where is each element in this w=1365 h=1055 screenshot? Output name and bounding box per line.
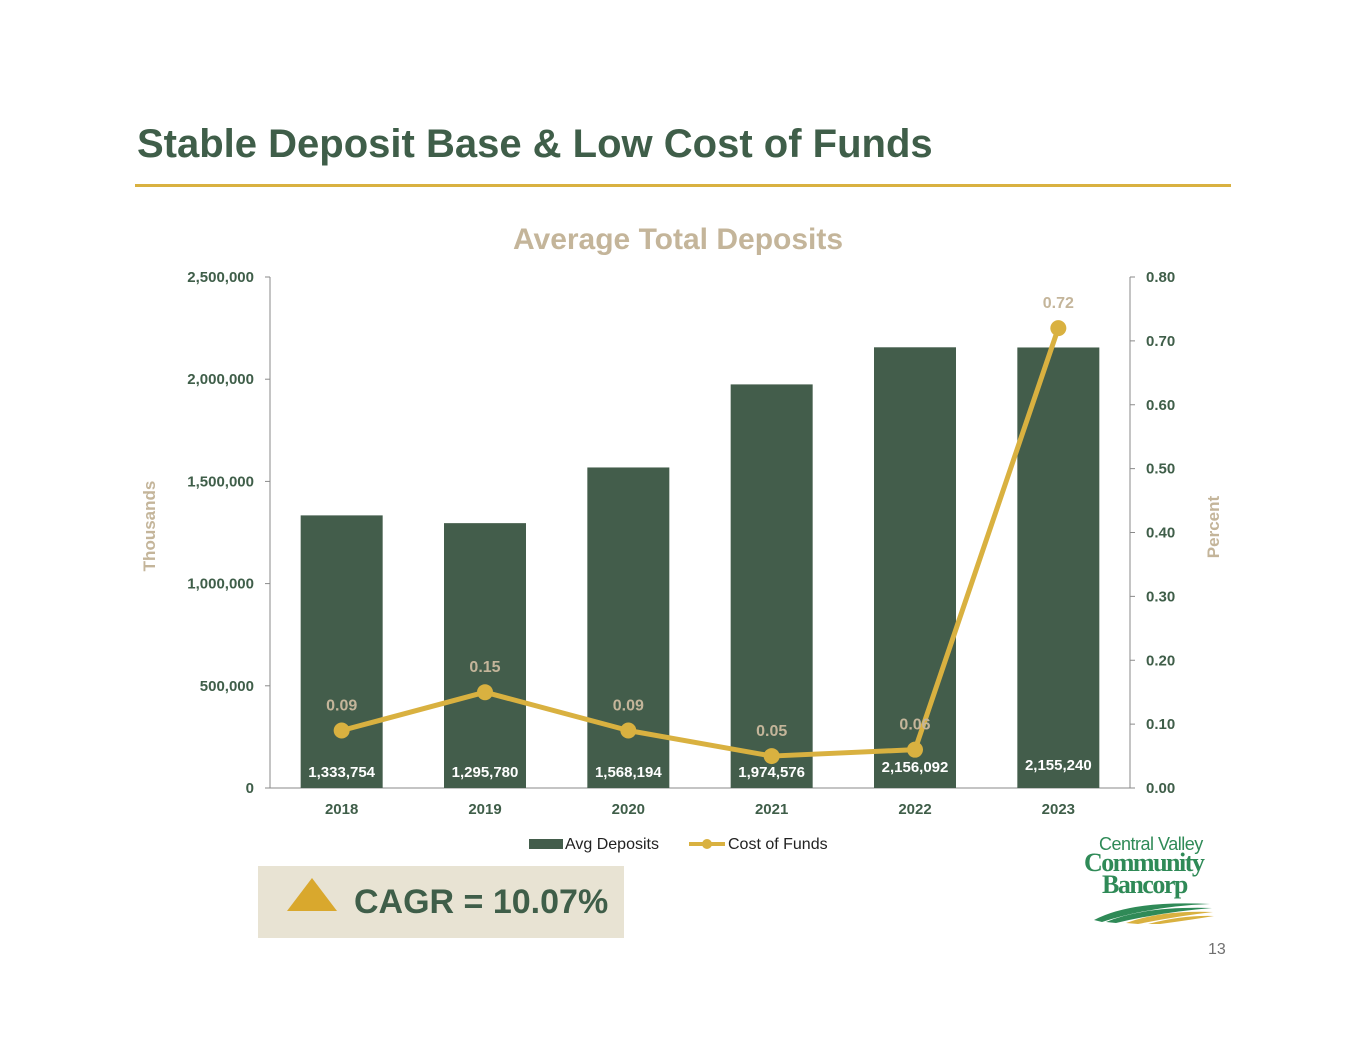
chart-title: Average Total Deposits — [513, 223, 843, 256]
left-tick-label: 1,000,000 — [187, 576, 254, 593]
cost-of-funds-point-2022 — [907, 741, 923, 758]
bar-2019 — [444, 523, 526, 788]
bar-value-label: 1,974,576 — [738, 764, 805, 781]
bar-value-label: 1,295,780 — [452, 764, 519, 781]
x-tick-label: 2022 — [898, 801, 931, 818]
line-value-label: 0.09 — [613, 698, 644, 715]
bar-2020 — [587, 467, 670, 788]
field-swoosh-icon — [1094, 903, 1214, 924]
left-tick-label: 500,000 — [200, 678, 254, 695]
bar-value-label: 2,155,240 — [1025, 757, 1092, 774]
bar-value-label: 1,568,194 — [595, 764, 662, 781]
slide-title: Stable Deposit Base & Low Cost of Funds — [137, 122, 933, 166]
logo-line-1: Central Valley — [1099, 834, 1203, 854]
logo-line-2: Community — [1084, 848, 1205, 877]
right-tick-label: 0.80 — [1146, 269, 1175, 286]
x-tick-label: 2021 — [755, 801, 788, 818]
right-tick-label: 0.60 — [1146, 397, 1175, 414]
right-tick-label: 0.50 — [1146, 461, 1175, 478]
legend-swatch-avg-deposits — [529, 839, 563, 849]
right-tick-label: 0.10 — [1146, 716, 1175, 733]
right-tick-label: 0.00 — [1146, 780, 1175, 797]
legend-label-avg-deposits: Avg Deposits — [565, 836, 659, 853]
bar-2022 — [874, 347, 956, 788]
right-tick-label: 0.30 — [1146, 588, 1175, 605]
cost-of-funds-point-2019 — [477, 684, 493, 701]
page-number: 13 — [1208, 941, 1226, 958]
x-tick-label: 2023 — [1042, 801, 1075, 818]
logo-line-3: Bancorp — [1102, 870, 1188, 899]
up-triangle-icon — [287, 878, 337, 911]
cost-of-funds-point-2018 — [333, 722, 350, 739]
cagr-label: CAGR = 10.07% — [354, 883, 609, 921]
bar-value-label: 1,333,754 — [308, 764, 375, 781]
left-tick-label: 2,000,000 — [187, 371, 254, 388]
legend-label-cost-of-funds: Cost of Funds — [728, 836, 828, 853]
bar-value-label: 2,156,092 — [882, 759, 949, 776]
line-value-label: 0.05 — [756, 723, 787, 740]
left-tick-label: 0 — [246, 780, 254, 797]
cost-of-funds-line — [341, 327, 1061, 759]
y-axis-title: Thousands — [140, 481, 159, 572]
x-tick-label: 2020 — [612, 801, 645, 818]
legend-marker-cost-of-funds — [702, 839, 712, 849]
line-value-label: 0.09 — [326, 698, 357, 715]
company-logo: Central Valley Community Bancorp — [1080, 834, 1230, 930]
y2-axis-title: Percent — [1204, 495, 1223, 558]
bar-2023 — [1017, 347, 1100, 788]
line-value-label: 0.06 — [899, 717, 930, 734]
left-tick-label: 2,500,000 — [187, 269, 254, 286]
right-tick-label: 0.70 — [1146, 333, 1175, 350]
title-divider — [135, 184, 1231, 187]
cost-of-funds-point-2023 — [1050, 320, 1067, 337]
right-tick-label: 0.40 — [1146, 525, 1175, 542]
line-value-label: 0.15 — [469, 659, 500, 676]
cagr-callout: CAGR = 10.07% — [258, 866, 624, 938]
right-tick-label: 0.20 — [1146, 652, 1175, 669]
bar-2018 — [300, 515, 383, 788]
x-tick-label: 2019 — [468, 801, 501, 818]
left-tick-label: 1,500,000 — [187, 473, 254, 490]
cost-of-funds-point-2020 — [620, 722, 637, 739]
bar-2021 — [730, 384, 813, 788]
x-tick-label: 2018 — [325, 801, 358, 818]
cost-of-funds-point-2021 — [763, 748, 780, 765]
line-value-label: 0.72 — [1043, 295, 1074, 312]
